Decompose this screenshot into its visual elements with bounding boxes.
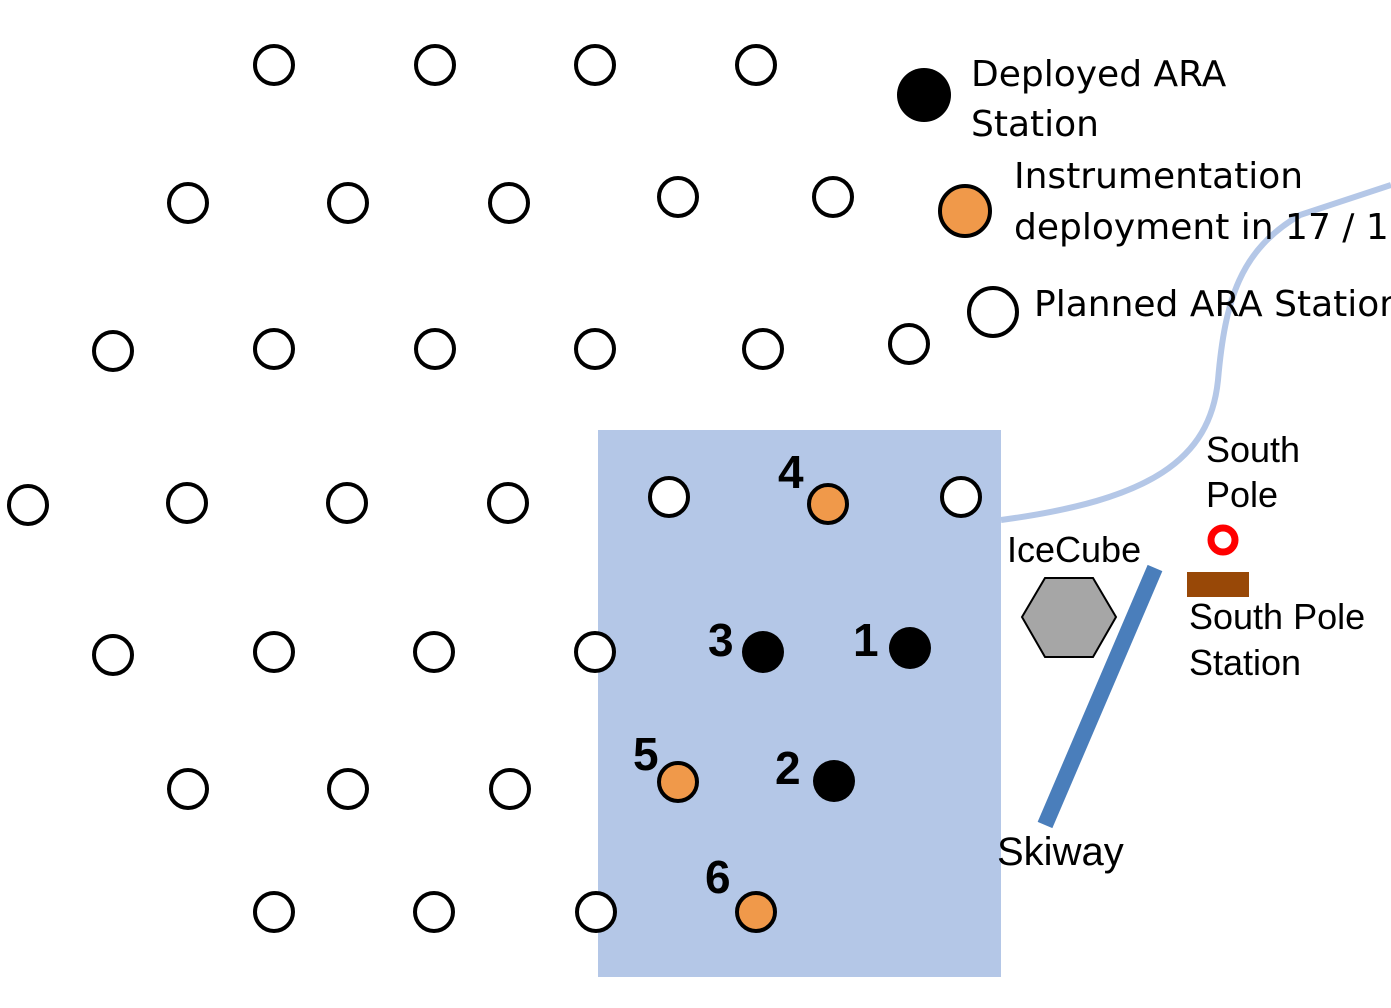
planned-station [326,482,368,524]
legend-instrumentation-label-line2: deployment in 17 / 18 [1014,207,1391,248]
south-pole-label-line2: Pole [1206,474,1278,515]
planned-stations [7,44,982,933]
planned-station [167,768,209,810]
planned-station [489,768,531,810]
planned-station [574,44,616,86]
planned-station [742,328,784,370]
planned-station [574,631,616,673]
planned-station [167,182,209,224]
instrumentation-station-5 [657,761,699,803]
planned-station [657,176,699,218]
legend-instrumentation-label-line1: Instrumentation [1014,156,1303,197]
planned-station [413,891,455,933]
planned-station [488,182,530,224]
planned-station [92,330,134,372]
planned-station [327,182,369,224]
planned-station [7,484,49,526]
south-pole-station-label-line1: South Pole [1189,596,1365,637]
planned-station [575,891,617,933]
station-number-4: 4 [778,446,804,498]
planned-station [253,631,295,673]
legend-instrumentation-marker [938,184,992,238]
south-pole-station-building [1187,572,1249,597]
legend: Deployed ARA Station Instrumentation dep… [897,54,1391,338]
deployed-station-2 [813,760,855,802]
legend-deployed-label-line2: Station [971,104,1099,145]
planned-station [166,482,208,524]
deployed-stations [742,627,931,802]
planned-station [414,44,456,86]
planned-station [940,476,982,518]
skiway-label: Skiway [997,830,1124,874]
station-number-6: 6 [705,851,731,903]
deployed-station-3 [742,631,784,673]
planned-station [735,44,777,86]
skiway-strip [1037,564,1163,829]
icecube-hexagon [1020,577,1118,658]
legend-deployed-marker [897,68,951,122]
station-number-5: 5 [633,728,659,780]
planned-station [487,482,529,524]
communication-cable [1000,182,1391,523]
planned-station [648,476,690,518]
planned-station [92,634,134,676]
planned-station [413,631,455,673]
planned-station [253,44,295,86]
planned-station [414,328,456,370]
deployment-region [598,430,1001,977]
station-number-3: 3 [708,614,734,666]
instrumentation-stations [657,483,849,933]
station-number-1: 1 [853,614,879,666]
planned-station [327,768,369,810]
planned-station [574,328,616,370]
planned-station [888,323,930,365]
deployed-station-1 [889,627,931,669]
icecube-label: IceCube [1007,529,1141,570]
south-pole-station-label-line2: Station [1189,642,1301,683]
planned-station [253,328,295,370]
legend-planned-label: Planned ARA Station [1034,284,1391,325]
planned-station [812,176,854,218]
south-pole-label-line1: South [1206,429,1300,470]
instrumentation-station-4 [807,483,849,525]
legend-deployed-label-line1: Deployed ARA [971,54,1227,95]
instrumentation-station-6 [735,891,777,933]
legend-planned-marker [967,286,1019,338]
south-pole-marker [1207,524,1239,556]
station-number-2: 2 [775,742,801,794]
planned-station [253,891,295,933]
